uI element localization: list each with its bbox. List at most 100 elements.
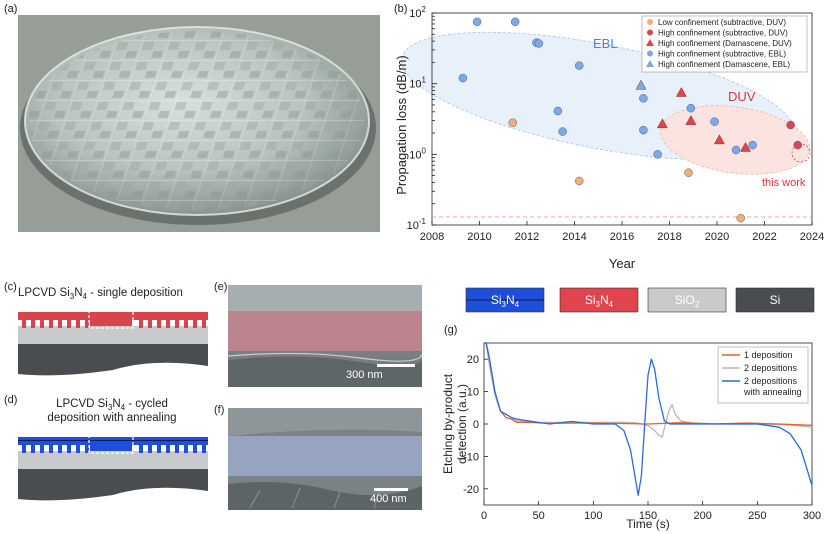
data-point xyxy=(713,134,725,145)
data-point xyxy=(558,127,567,136)
panel-f-label: (f) xyxy=(214,404,224,416)
data-point xyxy=(635,79,647,90)
data-point xyxy=(675,86,687,97)
cross-section-single-deposition xyxy=(18,305,208,376)
data-point xyxy=(472,17,482,27)
data-point xyxy=(508,118,517,127)
legend-marker xyxy=(646,39,654,46)
panel-d-title-line1: LPCVD Si3N4 - cycled xyxy=(56,398,168,412)
legend-marker xyxy=(646,60,654,67)
nitride-tooth xyxy=(31,320,35,328)
y-tick-label: -20 xyxy=(463,484,479,496)
x-tick-label: 2016 xyxy=(610,231,634,243)
x-tick-label: 50 xyxy=(533,510,545,522)
material-swatch xyxy=(735,287,815,313)
nitride-tooth xyxy=(166,320,170,328)
nitride-tooth xyxy=(67,445,71,453)
this-work-highlight xyxy=(791,143,811,163)
nitride-tooth xyxy=(202,320,206,328)
y-tick-label: 0 xyxy=(473,419,479,431)
x-tick-label: 2008 xyxy=(420,231,444,243)
waveguide-highlight-box xyxy=(88,430,134,454)
waveguide-core xyxy=(90,320,132,326)
nitride-layer xyxy=(18,312,208,320)
panel-d-label: (d) xyxy=(4,394,17,406)
cross-section-cycled-deposition xyxy=(18,430,208,501)
data-point xyxy=(534,39,544,48)
sem-image-f: 400 nm xyxy=(228,408,422,510)
scalebar-f xyxy=(374,488,408,491)
x-tick-label: 0 xyxy=(481,510,487,522)
wafer-photo xyxy=(18,15,380,232)
nitride-tooth xyxy=(49,320,53,328)
x-tick-label: 250 xyxy=(748,510,766,522)
legend-marker xyxy=(647,29,653,36)
data-point xyxy=(748,140,757,150)
x-tick-label: 100 xyxy=(584,510,602,522)
material-legend: Si3N4 Si3N4 SiO2 Si xyxy=(465,287,815,313)
x-tick-label: 2022 xyxy=(752,231,776,243)
panel-g-label: (g) xyxy=(444,324,457,336)
nitride-tooth xyxy=(175,445,179,453)
panel-e-label: (e) xyxy=(214,281,227,293)
series-line xyxy=(484,342,813,496)
data-point xyxy=(786,120,795,130)
waveguide-core xyxy=(90,445,132,451)
legend-box xyxy=(717,346,809,404)
data-point xyxy=(793,140,802,150)
data-point xyxy=(653,150,662,159)
data-point xyxy=(710,117,719,126)
scalebar-f-label: 400 nm xyxy=(370,493,407,505)
legend-entry: 1 deposition xyxy=(744,350,793,360)
x-tick-label: 2010 xyxy=(467,231,491,243)
nitride-tooth xyxy=(175,320,179,328)
waveguide-highlight-box xyxy=(88,305,134,329)
ebl-region-label: EBL xyxy=(593,36,618,51)
data-point xyxy=(685,115,697,125)
nitride-tooth xyxy=(166,445,170,453)
y-tick-label: -10 xyxy=(463,451,479,463)
material-label: Si xyxy=(770,293,781,307)
nitride-tooth xyxy=(193,320,197,328)
data-point xyxy=(684,168,693,177)
y-tick-label: 102 xyxy=(409,5,426,20)
x-tick-label: 300 xyxy=(803,510,821,522)
y-tick-label: 20 xyxy=(467,354,479,366)
nitride-tooth xyxy=(58,445,62,453)
chart-b-legend: Low confinement (subtractive, DUV) High c… xyxy=(641,15,808,73)
material-label: SiO2 xyxy=(675,293,700,309)
legend-marker xyxy=(647,50,653,57)
legend-entry: High confinement (Damascene, EBL) xyxy=(658,60,790,69)
oxide-layer xyxy=(18,326,208,344)
x-tick-label: 150 xyxy=(639,510,657,522)
material-label: Si3N4 xyxy=(491,293,520,309)
si-substrate xyxy=(18,344,208,376)
legend-entry: High confinement (Damascene, DUV) xyxy=(658,39,792,48)
nitride-tooth xyxy=(58,320,62,328)
legend-marker xyxy=(647,19,653,25)
x-tick-label: 2014 xyxy=(562,231,586,243)
data-point xyxy=(575,176,584,186)
x-tick-label: 200 xyxy=(693,510,711,522)
duv-region-label: DUV xyxy=(728,89,756,104)
nitride-tooth xyxy=(76,320,80,328)
oxide-layer xyxy=(18,451,208,469)
legend-entry: High confinement (subtractive, DUV) xyxy=(658,29,788,38)
data-point xyxy=(731,145,741,155)
nitride-tooth xyxy=(67,320,71,328)
nitride-tooth xyxy=(157,320,161,328)
propagation-loss-chart: 2008 2010 2012 2014 2016 2018 2020 2022 2024 10-1… xyxy=(394,5,824,271)
scalebar-e-label: 300 nm xyxy=(346,369,383,381)
data-point xyxy=(458,73,468,83)
nitride-tooth xyxy=(85,320,89,328)
si-substrate xyxy=(18,469,208,501)
nitride-tooth xyxy=(31,445,35,453)
legend-entry: Low confinement (subtractive, DUV) xyxy=(658,18,786,27)
nitride-tooth xyxy=(148,445,152,453)
nitride-tooth xyxy=(184,445,188,453)
x-tick-label: 2020 xyxy=(705,231,729,243)
nitride-tooth xyxy=(76,445,80,453)
y-axis-label: Propagation loss (dB/m) xyxy=(394,55,409,194)
